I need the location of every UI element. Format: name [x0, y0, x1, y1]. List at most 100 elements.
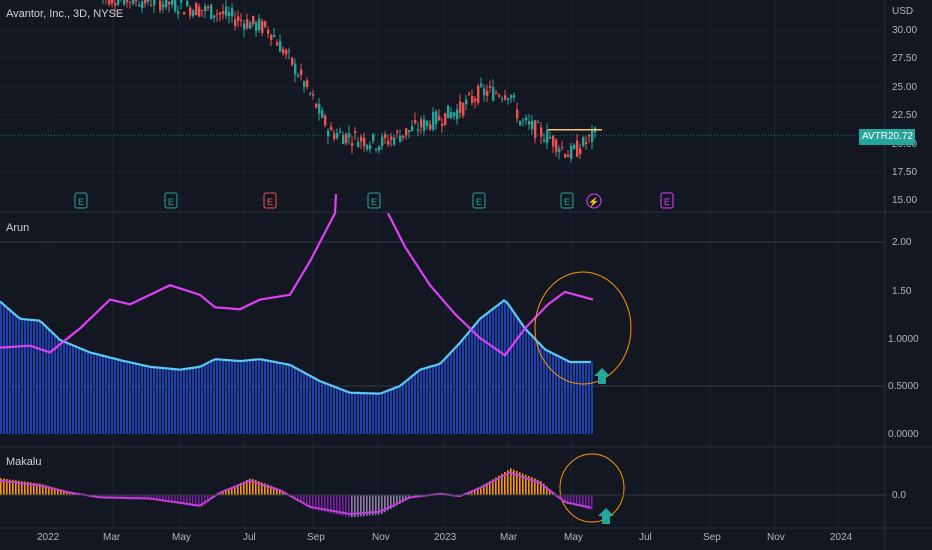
histogram-bar — [249, 360, 251, 434]
histogram-bar — [555, 354, 557, 434]
histogram-bar — [417, 372, 419, 434]
candle-body — [138, 4, 141, 7]
histogram-bar — [294, 367, 296, 434]
histogram-bar — [228, 360, 230, 434]
candle-body — [201, 9, 204, 12]
makalu-histogram-bar — [153, 495, 155, 500]
makalu-histogram-bar — [180, 495, 182, 505]
candle-body — [294, 63, 297, 75]
histogram-bar — [483, 316, 485, 434]
histogram-bar — [303, 371, 305, 434]
histogram-bar — [36, 320, 38, 434]
makalu-histogram-bar — [315, 495, 317, 511]
histogram-bar — [282, 363, 284, 434]
makalu-histogram-bar — [540, 481, 542, 495]
time-tick: 2023 — [434, 532, 457, 543]
histogram-bar — [507, 302, 509, 434]
makalu-histogram-bar — [366, 495, 368, 516]
histogram-bar — [117, 359, 119, 434]
candle-body — [462, 103, 465, 116]
histogram-bar — [516, 315, 518, 434]
lightning-icon — [586, 193, 602, 209]
histogram-bar — [345, 390, 347, 434]
histogram-bar — [285, 363, 287, 434]
candle-body — [114, 3, 117, 6]
candle-body — [153, 0, 156, 6]
histogram-bar — [135, 363, 137, 434]
histogram-bar — [579, 362, 581, 434]
histogram-bar — [69, 343, 71, 434]
candle-body — [516, 109, 519, 119]
price-tick: 22.50 — [892, 110, 918, 121]
event-marker-label: E — [267, 197, 273, 207]
histogram-bar — [27, 319, 29, 434]
candle-body — [543, 139, 546, 142]
histogram-bar — [177, 369, 179, 434]
candle-body — [456, 109, 459, 120]
histogram-bar — [123, 360, 125, 434]
histogram-bar — [336, 387, 338, 434]
histogram-bar — [210, 361, 212, 434]
makalu-histogram-bar — [549, 489, 551, 495]
histogram-bar — [339, 388, 341, 434]
candle-body — [222, 11, 225, 15]
histogram-bar — [480, 318, 482, 434]
makalu-histogram-bar — [480, 486, 482, 495]
candle-body — [420, 119, 423, 128]
candle-body — [342, 135, 345, 145]
makalu-histogram-bar — [468, 492, 470, 495]
histogram-bar — [399, 386, 401, 434]
last-price-symbol: AVTR — [862, 131, 888, 142]
histogram-bar — [471, 329, 473, 434]
histogram-bar — [300, 370, 302, 434]
histogram-bar — [360, 393, 362, 434]
histogram-bar — [6, 306, 8, 434]
candle-body — [546, 129, 549, 143]
candle-body — [561, 146, 564, 148]
candle-body — [564, 154, 567, 158]
histogram-bar — [90, 352, 92, 434]
candle-body — [447, 105, 450, 119]
histogram-bar — [108, 357, 110, 434]
makalu-histogram-bar — [576, 495, 578, 507]
histogram-bar — [444, 359, 446, 434]
candle-body — [282, 48, 285, 54]
candle-body — [450, 111, 453, 119]
makalu-histogram-bar — [534, 478, 536, 495]
makalu-histogram-bar — [18, 480, 20, 495]
earnings-icon — [164, 192, 178, 209]
candle-body — [408, 130, 411, 133]
event-marker-label: E — [664, 197, 670, 207]
candle-body — [312, 93, 315, 96]
candle-body — [474, 98, 477, 102]
histogram-bar — [432, 366, 434, 434]
makalu-histogram-bar — [222, 491, 224, 495]
makalu-histogram-bar — [51, 486, 53, 495]
candle-body — [228, 12, 231, 17]
candle-body — [267, 29, 270, 34]
arun-tick: 0.5000 — [888, 381, 919, 392]
candle-body — [126, 0, 129, 2]
candle-body — [210, 4, 213, 19]
histogram-bar — [333, 386, 335, 434]
makalu-histogram-bar — [255, 480, 257, 495]
histogram-bar — [219, 359, 221, 434]
makalu-histogram-bar — [132, 495, 134, 499]
candle-body — [297, 74, 300, 77]
candle-body — [348, 133, 351, 138]
histogram-bar — [489, 311, 491, 434]
histogram-bar — [234, 360, 236, 434]
histogram-bar — [114, 358, 116, 434]
candle-body — [591, 129, 594, 142]
makalu-histogram-bar — [192, 495, 194, 507]
candle-body — [258, 18, 261, 30]
histogram-bar — [324, 382, 326, 434]
candle-body — [549, 137, 552, 139]
histogram-bar — [156, 367, 158, 434]
histogram-bar — [567, 360, 569, 434]
candle-body — [345, 133, 348, 143]
makalu-histogram-bar — [309, 495, 311, 509]
makalu-histogram-bar — [234, 485, 236, 495]
histogram-bar — [462, 340, 464, 434]
